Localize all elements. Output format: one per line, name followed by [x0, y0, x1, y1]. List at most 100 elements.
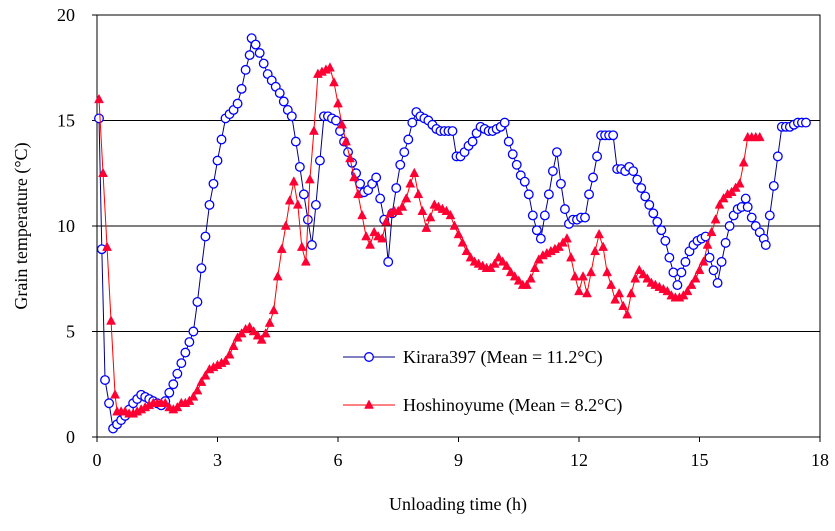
- data-point: [497, 256, 508, 266]
- data-point: [304, 174, 315, 184]
- data-point: [104, 398, 115, 409]
- y-tick-label: 10: [57, 216, 75, 236]
- data-point: [383, 256, 394, 267]
- data-point: [244, 50, 255, 61]
- x-tick-label: 15: [691, 450, 709, 470]
- data-point: [300, 256, 311, 266]
- data-point: [395, 159, 406, 170]
- data-point: [698, 256, 709, 266]
- data-point: [377, 233, 388, 243]
- data-point: [493, 252, 504, 262]
- legend-item: Hoshinoyume (Mean = 8.2°C): [343, 395, 622, 416]
- data-point: [574, 285, 584, 296]
- data-point: [706, 226, 717, 237]
- data-point: [559, 204, 570, 215]
- legend-marker: [364, 399, 374, 409]
- plot-frame: [96, 14, 821, 438]
- data-point: [110, 389, 120, 399]
- data-point: [172, 368, 183, 379]
- data-point: [461, 245, 472, 256]
- data-point: [710, 214, 721, 224]
- data-point: [551, 147, 562, 158]
- data-point: [337, 119, 347, 129]
- data-point: [742, 202, 753, 212]
- data-point: [375, 193, 386, 204]
- data-point: [168, 379, 179, 390]
- data-point: [260, 328, 271, 338]
- data-point: [224, 349, 235, 359]
- data-point: [754, 131, 765, 142]
- data-point: [465, 252, 476, 262]
- data-point: [196, 263, 207, 274]
- data-point: [680, 256, 691, 267]
- data-point: [588, 172, 599, 183]
- data-point: [656, 225, 667, 236]
- data-point: [256, 334, 267, 344]
- data-point: [738, 157, 749, 167]
- data-point: [361, 231, 372, 241]
- data-point: [284, 195, 295, 205]
- data-point: [457, 237, 468, 247]
- data-point: [610, 294, 621, 304]
- data-point: [212, 155, 223, 166]
- data-point: [164, 387, 175, 398]
- data-point: [499, 117, 510, 128]
- x-tick-label: 3: [213, 450, 222, 470]
- data-point: [618, 300, 629, 310]
- data-point: [614, 287, 625, 298]
- x-tick-label: 12: [570, 450, 588, 470]
- data-point: [592, 151, 603, 162]
- data-point: [244, 321, 255, 332]
- x-axis-label: Unloading time (h): [389, 494, 527, 515]
- data-point: [445, 209, 456, 220]
- data-point: [441, 205, 452, 215]
- data-point: [660, 235, 671, 246]
- data-point: [608, 130, 619, 141]
- data-point: [232, 98, 243, 109]
- y-tick-label: 20: [57, 5, 75, 25]
- series: [94, 62, 765, 418]
- data-point: [525, 273, 536, 283]
- data-point: [200, 231, 211, 242]
- data-point: [188, 391, 199, 401]
- data-point: [724, 221, 735, 231]
- data-point: [216, 134, 227, 145]
- data-point: [381, 216, 392, 226]
- data-point: [503, 136, 514, 147]
- data-point: [489, 258, 500, 268]
- data-point: [286, 111, 297, 122]
- data-point: [409, 167, 420, 177]
- data-point: [694, 264, 705, 275]
- data-point: [632, 174, 643, 185]
- x-tick-label: 6: [334, 450, 343, 470]
- data-point: [184, 337, 195, 348]
- data-point: [555, 178, 566, 189]
- data-point: [331, 115, 341, 126]
- data-point: [413, 188, 424, 199]
- data-point: [298, 189, 309, 200]
- data-point: [310, 199, 321, 210]
- data-point: [638, 268, 649, 279]
- data-point: [712, 278, 723, 288]
- data-point: [734, 178, 745, 188]
- data-point: [296, 241, 307, 251]
- data-point: [636, 183, 647, 193]
- legend-label: Kirara397 (Mean = 11.2°C): [403, 347, 603, 368]
- data-point: [531, 225, 542, 236]
- data-point: [102, 241, 112, 251]
- data-point: [570, 271, 580, 281]
- data-point: [417, 205, 428, 215]
- data-point: [94, 113, 104, 124]
- data-point: [768, 180, 779, 191]
- data-point: [453, 228, 464, 239]
- data-point: [365, 239, 376, 249]
- data-point: [686, 279, 697, 289]
- data-point: [208, 178, 219, 189]
- y-axis-label: Grain temperature (°C): [11, 142, 32, 309]
- data-point: [562, 233, 572, 243]
- data-point: [357, 209, 368, 220]
- data-point: [622, 309, 633, 319]
- data-point: [543, 189, 554, 200]
- data-point: [325, 62, 335, 72]
